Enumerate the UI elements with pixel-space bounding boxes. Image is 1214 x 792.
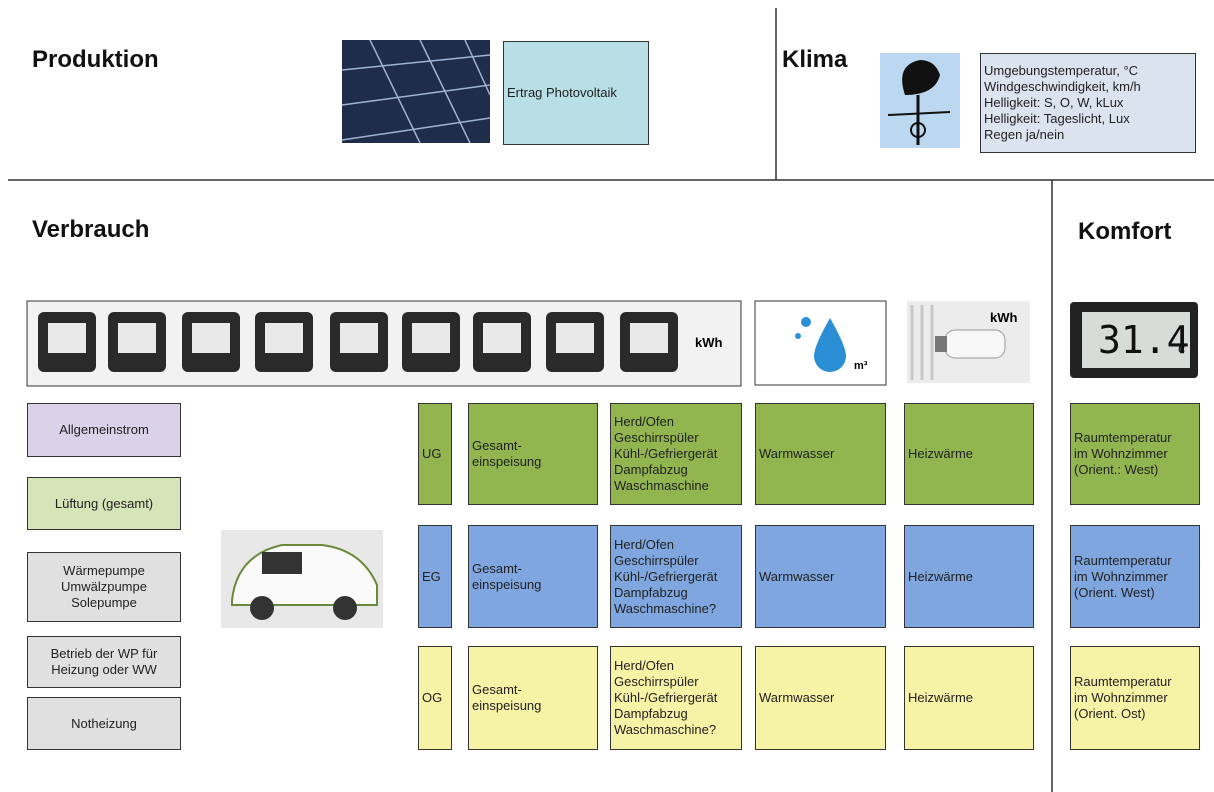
box-line: Raumtemperatur <box>1074 674 1172 689</box>
box-line: Waschmaschine <box>614 478 709 493</box>
box-line: Gesamt- <box>472 682 522 697</box>
box-line: einspeisung <box>472 576 542 592</box>
box-line: Helligkeit: S, O, W, kLux <box>984 95 1124 110</box>
box-line: Geschirrspüler <box>614 430 699 445</box>
consumer-box: Wärmepumpe Umwälzpumpe Solepumpe <box>27 552 181 622</box>
comfort-box: Raumtemperatur im Wohnzimmer (Orient. Ost) <box>1070 646 1200 750</box>
water-box: Warmwasser <box>755 646 886 750</box>
box-line: Geschirrspüler <box>614 674 699 689</box>
title: Verbrauch <box>32 216 150 243</box>
feed-box: Gesamt-einspeisung <box>468 646 598 750</box>
box-line: Notheizung <box>71 715 137 731</box>
floor-box: OG <box>418 646 452 750</box>
feed-box: Gesamt-einspeisung <box>468 525 598 628</box>
display: 31.4 <box>1098 318 1190 362</box>
box-line: Gesamt- <box>472 560 522 576</box>
box-line: im Wohnzimmer <box>1074 568 1168 584</box>
box-line: Ertrag Photovoltaik <box>507 85 617 100</box>
box-line: Heizwärme <box>908 446 974 461</box>
box-line: UG <box>422 446 442 461</box>
box-line: Dampfabzug <box>614 462 688 477</box>
unit: m³ <box>854 360 868 372</box>
box-line: OG <box>422 690 443 705</box>
box-line: im Wohnzimmer <box>1074 446 1168 461</box>
box-line: Helligkeit: Tageslicht, Lux <box>984 111 1130 126</box>
pv-box: Ertrag Photovoltaik <box>503 41 649 145</box>
box-line: (Orient. West) <box>1074 584 1155 600</box>
title: Produktion <box>32 46 159 73</box>
title: Komfort <box>1078 218 1172 245</box>
comfort-box: Raumtemperatur im Wohnzimmer (Orient. West… <box>1070 525 1200 628</box>
feed-box: Gesamt-einspeisung <box>468 403 598 505</box>
consumer-box: Lüftung (gesamt) <box>27 477 181 530</box>
box-line: EG <box>422 568 441 584</box>
box-line: Herd/Ofen <box>614 536 674 552</box>
box-line: Raumtemperatur <box>1074 430 1172 445</box>
box-line: Kühl-/Gefriergerät <box>614 446 718 461</box>
box-line: Warmwasser <box>759 446 835 461</box>
water-box: Warmwasser <box>755 403 886 505</box>
consumer-box: Betrieb der WP für Heizung oder WW <box>27 636 181 688</box>
box-line: Geschirrspüler <box>614 552 699 568</box>
box-line: Waschmaschine? <box>614 722 717 737</box>
appliance-box: Herd/Ofen Geschirrspüler Kühl-/Gefriergerä… <box>610 646 742 750</box>
box-line: Warmwasser <box>759 568 835 584</box>
appliance-box: Herd/Ofen Geschirrspüler Kühl-/Gefriergerä… <box>610 403 742 505</box>
box-line: Heizwärme <box>908 568 974 584</box>
box-line: Kühl-/Gefriergerät <box>614 690 718 705</box>
floor-box: UG <box>418 403 452 505</box>
box-line: Allgemeinstrom <box>59 422 149 437</box>
box-line: Umgebungstemperatur, °C <box>984 63 1139 78</box>
box-line: Betrieb der WP für <box>50 646 158 661</box>
unit: kWh <box>695 335 723 350</box>
box-line: Raumtemperatur <box>1074 552 1172 568</box>
appliance-box: Herd/Ofen Geschirrspüler Kühl-/Gefriergerä… <box>610 525 742 628</box>
box-line: Herd/Ofen <box>614 658 674 673</box>
title: Klima <box>782 46 848 73</box>
box-line: Windgeschwindigkeit, km/h <box>984 79 1141 94</box>
comfort-box: Raumtemperatur im Wohnzimmer (Orient.: Wes… <box>1070 403 1200 505</box>
box-line: Heizwärme <box>908 690 974 705</box>
box-line: im Wohnzimmer <box>1074 690 1168 705</box>
box-line: einspeisung <box>472 698 542 713</box>
box-line: Umwälzpumpe <box>61 579 147 594</box>
heat-box: Heizwärme <box>904 403 1034 505</box>
box-line: Heizung oder WW <box>51 662 157 677</box>
box-line: Solepumpe <box>71 595 137 610</box>
unit: kWh <box>990 310 1018 325</box>
consumer-box: Notheizung <box>27 697 181 750</box>
box-line: (Orient.: West) <box>1074 462 1159 477</box>
box-line: Wärmepumpe <box>63 563 145 578</box>
box-line: Herd/Ofen <box>614 414 674 429</box>
box-line: (Orient. Ost) <box>1074 706 1146 721</box>
box-line: Lüftung (gesamt) <box>54 495 154 511</box>
water-box: Warmwasser <box>755 525 886 628</box>
box-line: einspeisung <box>472 454 542 469</box>
climate-box: Umgebungstemperatur, °C Windgeschwindigke… <box>980 53 1196 153</box>
heat-box: Heizwärme <box>904 646 1034 750</box>
floor-box: EG <box>418 525 452 628</box>
box-line: Regen ja/nein <box>984 127 1065 142</box>
consumer-box: Allgemeinstrom <box>27 403 181 457</box>
box-line: Warmwasser <box>759 690 835 705</box>
display-unit: c <box>1178 340 1185 356</box>
box-line: Dampfabzug <box>614 584 688 600</box>
box-line: Waschmaschine? <box>614 600 717 616</box>
box-line: Dampfabzug <box>614 706 688 721</box>
box-line: Gesamt- <box>472 438 522 453</box>
box-line: Kühl-/Gefriergerät <box>614 568 718 584</box>
heat-box: Heizwärme <box>904 525 1034 628</box>
